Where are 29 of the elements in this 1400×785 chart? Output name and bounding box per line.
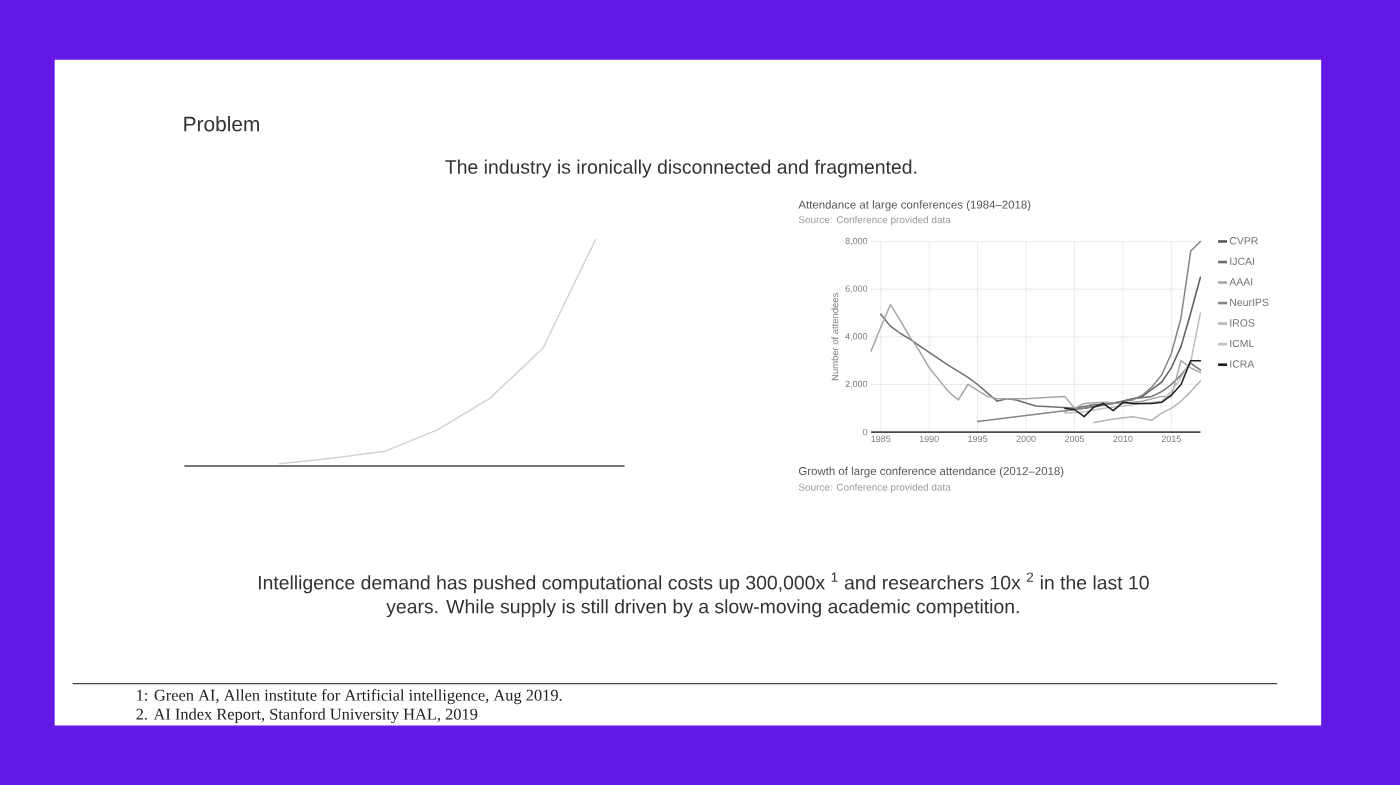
x-tick-label: 2005 xyxy=(1064,435,1085,442)
text: Growth of large conference attendance (2012–2018) xyxy=(798,466,1064,478)
text: Intelligence demand has pushed computational costs up 300,000x $^{1}$ and researchers 10x $^{2}$ in the last 10 years. While supply is still driven by a slow-moving academic competition. xyxy=(258,572,1149,618)
legend-label: ICML xyxy=(1230,339,1254,347)
y-tick-label: 4,000 xyxy=(845,332,868,341)
x-tick-label: 2010 xyxy=(1113,435,1133,442)
text: 2. AI Index Report, Stanford University HAL, 2019 xyxy=(136,707,478,723)
x-tick-label: 1985 xyxy=(871,435,891,442)
text: The industry is ironically disconnected and fragmented. xyxy=(445,159,917,178)
x-tick-label: 2000 xyxy=(1016,435,1036,442)
text: 1: Green AI, Allen institute for Artificial intelligence, Aug 2019. xyxy=(137,688,562,704)
text: Problem xyxy=(184,115,259,132)
chart-subtitle: Source: Conference provided data xyxy=(798,215,951,225)
x-tick-label: 2015 xyxy=(1161,435,1181,442)
y-axis-title: Number of attendees xyxy=(831,292,839,380)
legend-label: AAAI xyxy=(1229,277,1253,286)
legend-label: CVPR xyxy=(1229,236,1258,245)
y-tick-label: 6,000 xyxy=(845,285,868,293)
y-tick-label: 0 xyxy=(862,428,868,436)
x-tick-label: 1995 xyxy=(968,435,988,442)
y-tick-label: 2,000 xyxy=(845,380,868,388)
x-tick-label: 1990 xyxy=(919,435,939,442)
legend-label: ICRA xyxy=(1230,360,1255,368)
y-tick-label: 8,000 xyxy=(845,237,868,245)
legend-label: IJCAI xyxy=(1230,257,1254,265)
chart-title: Attendance at large conferences (1984–2018) xyxy=(798,200,1031,211)
legend-label: IROS xyxy=(1230,318,1255,327)
legend-label: NeurIPS xyxy=(1230,298,1269,306)
source-note: Source: Conference provided data xyxy=(798,483,951,493)
